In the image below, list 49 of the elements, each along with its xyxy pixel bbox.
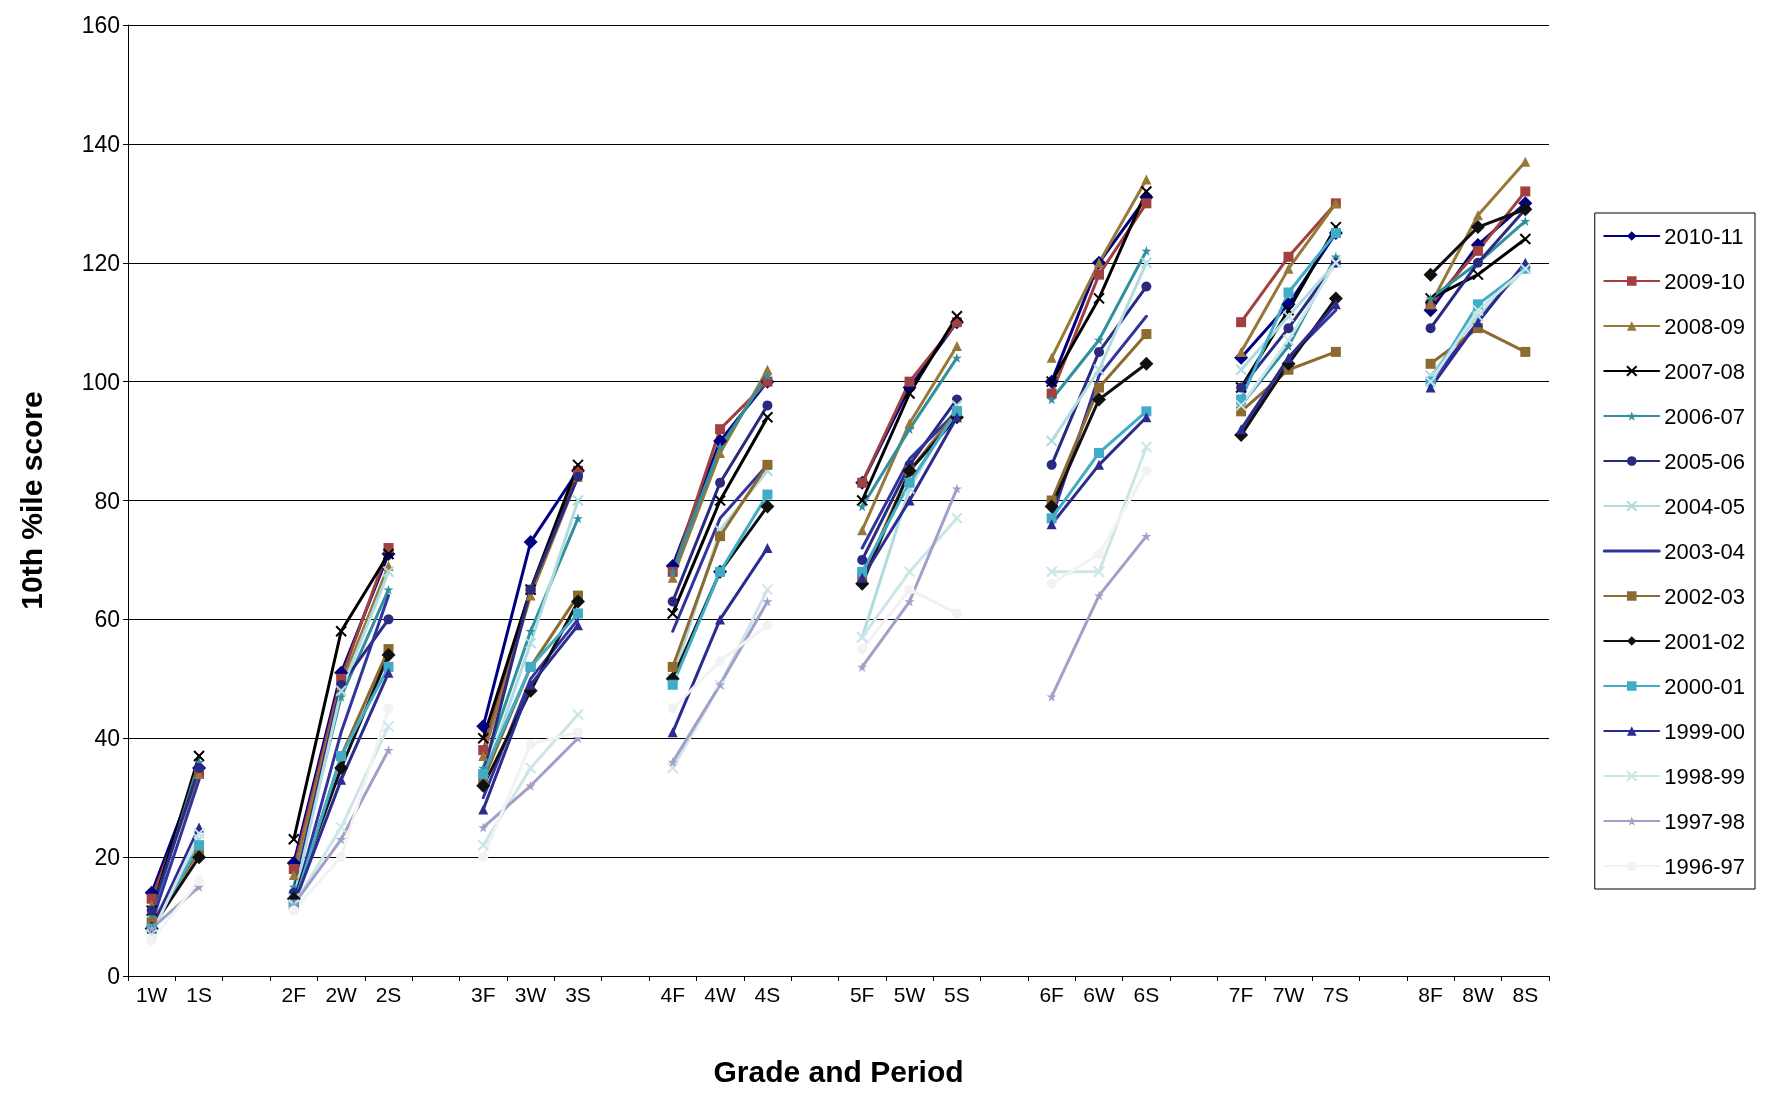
x-tick-label: 6S	[1133, 983, 1160, 1006]
legend-label: 2005-06	[1664, 448, 1746, 474]
x-tick-label: 7W	[1272, 983, 1305, 1006]
legend-label: 2010-11	[1664, 223, 1744, 249]
legend-label: 2004-05	[1664, 493, 1746, 519]
y-tick-label: 80	[94, 487, 120, 514]
x-tick-label: 7S	[1323, 983, 1349, 1006]
x-tick-label: 3W	[514, 983, 547, 1006]
legend-label: 1999-00	[1664, 718, 1746, 744]
legend-label: 2001-02	[1664, 628, 1746, 654]
x-tick-label: 4F	[660, 983, 685, 1006]
x-tick-label: 1W	[135, 983, 168, 1006]
x-tick-label: 3F	[470, 983, 496, 1006]
y-tick-label: 120	[81, 249, 120, 276]
x-tick-label: 2S	[375, 983, 402, 1006]
legend-label: 2007-08	[1664, 358, 1746, 384]
x-tick-label: 6F	[1039, 983, 1064, 1006]
legend-label: 1998-99	[1664, 763, 1746, 789]
y-tick-label: 60	[94, 606, 120, 633]
y-tick-label: 20	[94, 844, 120, 871]
x-tick-label: 1S	[186, 983, 212, 1006]
x-tick-label: 8W	[1462, 983, 1494, 1006]
x-tick-label: 2F	[281, 983, 307, 1006]
legend-label: 2003-04	[1664, 538, 1746, 564]
y-tick-label: 140	[81, 130, 120, 157]
x-tick-label: 8F	[1418, 983, 1443, 1006]
legend-label: 2008-09	[1664, 313, 1746, 339]
legend-label: 2009-10	[1664, 268, 1746, 294]
x-tick-label: 4S	[754, 983, 781, 1006]
legend-label: 2000-01	[1664, 673, 1746, 699]
x-tick-label: 5F	[849, 983, 875, 1006]
y-axis-title: 10th %ile score	[14, 391, 48, 610]
x-tick-label: 3S	[565, 983, 591, 1006]
y-tick-label: 40	[94, 725, 120, 752]
y-tick-label: 0	[107, 963, 120, 989]
x-tick-label: 7F	[1228, 983, 1254, 1006]
x-tick-label: 8S	[1512, 983, 1539, 1006]
x-tick-label: 4W	[704, 983, 737, 1006]
legend-label: 1996-97	[1664, 853, 1746, 879]
legend-label: 2006-07	[1664, 403, 1746, 429]
x-axis-title: Grade and Period	[713, 1054, 964, 1088]
legend-label: 2002-03	[1664, 583, 1746, 609]
x-tick-label: 6W	[1083, 983, 1115, 1006]
x-tick-label: 5S	[944, 983, 970, 1006]
x-tick-label: 5W	[893, 983, 926, 1006]
x-tick-label: 2W	[325, 983, 358, 1006]
y-tick-label: 100	[81, 368, 120, 395]
legend-label: 1997-98	[1664, 808, 1746, 834]
y-tick-label: 160	[81, 12, 120, 38]
